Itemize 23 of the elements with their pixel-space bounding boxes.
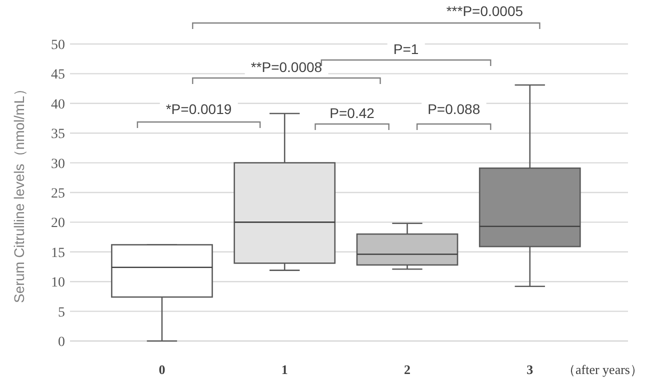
annotation: P=0.42 xyxy=(330,105,375,121)
annotation: **P=0.0008 xyxy=(250,59,322,75)
y-tick-label: 0 xyxy=(58,335,65,350)
x-tick-label: 0 xyxy=(158,362,166,377)
annotation: P=1 xyxy=(393,41,419,57)
y-tick-label: 45 xyxy=(51,68,65,83)
x-tick-label: 2 xyxy=(404,362,411,377)
y-tick-label: 40 xyxy=(51,97,65,112)
y-tick-label: 25 xyxy=(51,186,65,202)
y-tick-label: 5 xyxy=(58,305,65,320)
y-tick-label: 15 xyxy=(51,246,65,261)
y-tick-label: 10 xyxy=(51,276,65,291)
annotation: P=0.088 xyxy=(428,101,480,117)
y-tick-label: 30 xyxy=(51,156,65,172)
y-axis-title: Serum Citrulline levels（nmol/mL） xyxy=(11,82,27,303)
y-tick-label: 35 xyxy=(51,127,65,142)
annotation: *P=0.0019 xyxy=(166,101,232,117)
text: ***P=0.0005 xyxy=(446,3,524,19)
x-axis-title: （after years） xyxy=(562,362,643,377)
y-tick-label: 20 xyxy=(51,216,65,232)
x-tick-label: 1 xyxy=(281,362,288,377)
y-tick-label: 50 xyxy=(51,38,65,53)
x-tick-label: 3 xyxy=(526,362,534,377)
